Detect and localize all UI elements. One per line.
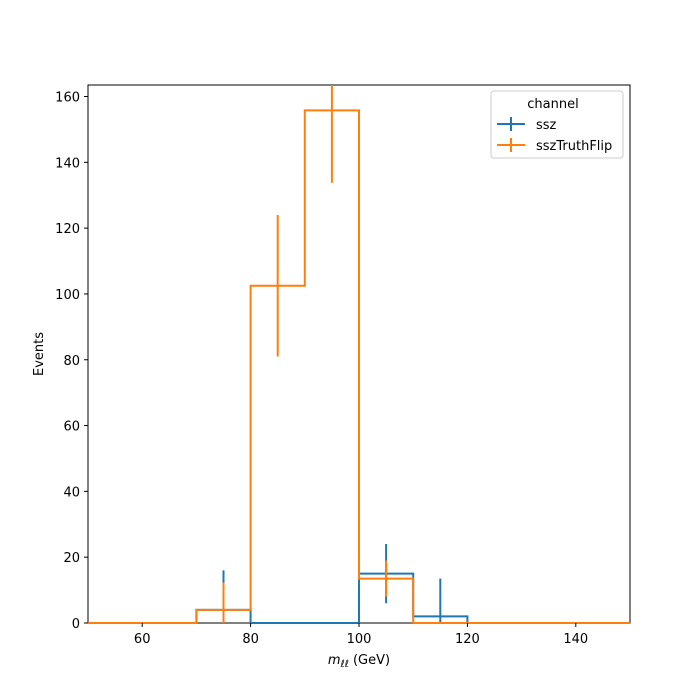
legend-label: sszTruthFlip bbox=[536, 139, 612, 154]
legend: channel ssz sszTruthFlip bbox=[490, 90, 624, 159]
y-tick-label: 120 bbox=[55, 222, 80, 237]
plot-area bbox=[87, 84, 631, 624]
y-axis-label: Events bbox=[32, 332, 47, 376]
y-tick-label: 100 bbox=[55, 288, 80, 303]
x-axis-label-main: m bbox=[328, 653, 341, 668]
x-axis: 60 80 100 120 140 bbox=[134, 623, 588, 647]
y-tick-label: 40 bbox=[63, 485, 80, 500]
x-axis-label-sub: ℓℓ bbox=[341, 659, 349, 670]
legend-title: channel bbox=[527, 97, 578, 112]
y-axis: 0 20 40 60 80 100 120 140 160 bbox=[55, 91, 88, 632]
series-layer bbox=[88, 85, 630, 624]
legend-label: ssz bbox=[536, 118, 557, 133]
x-tick-label: 80 bbox=[242, 632, 259, 647]
y-tick-label: 20 bbox=[63, 551, 80, 566]
series-sszTruthFlip bbox=[88, 85, 630, 624]
x-tick-label: 100 bbox=[347, 632, 372, 647]
x-tick-label: 120 bbox=[455, 632, 480, 647]
step-line-ssz bbox=[88, 572, 630, 624]
x-axis-label: mℓℓ (GeV) bbox=[328, 653, 390, 670]
x-tick-label: 140 bbox=[563, 632, 588, 647]
y-tick-label: 0 bbox=[72, 617, 80, 632]
x-axis-label-rest: (GeV) bbox=[349, 653, 390, 668]
legend-box bbox=[490, 90, 624, 159]
legend-items: ssz sszTruthFlip bbox=[497, 117, 612, 154]
x-tick-label: 60 bbox=[134, 632, 151, 647]
y-tick-label: 160 bbox=[55, 91, 80, 106]
step-line-sszTruthFlip bbox=[88, 109, 630, 624]
y-tick-label: 80 bbox=[63, 354, 80, 369]
legend-item-sszTruthFlip: sszTruthFlip bbox=[497, 138, 612, 154]
y-tick-label: 60 bbox=[63, 420, 80, 435]
legend-item-ssz: ssz bbox=[497, 117, 557, 133]
y-tick-label: 140 bbox=[55, 156, 80, 171]
